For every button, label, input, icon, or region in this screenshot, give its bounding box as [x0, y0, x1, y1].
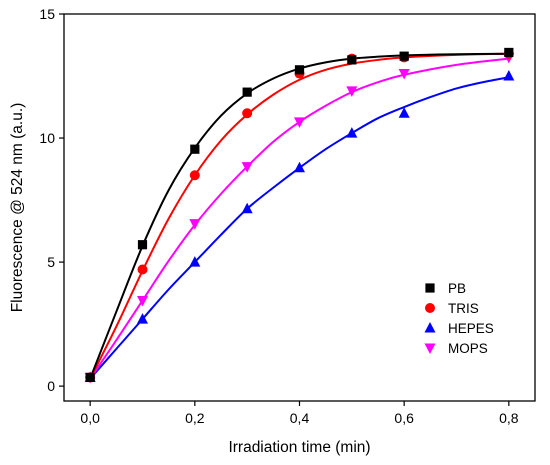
data-point-hepes — [137, 313, 148, 324]
data-point-pb — [399, 51, 409, 61]
legend-label-pb: PB — [448, 281, 466, 296]
legend-label-hepes: HEPES — [448, 321, 494, 336]
data-point-pb — [85, 372, 95, 383]
data-point-pb — [190, 144, 200, 154]
x-tick-label: 0,8 — [499, 410, 519, 426]
legend-marker-pb — [425, 283, 435, 293]
data-point-mops — [346, 86, 358, 97]
y-tick-label: 5 — [47, 254, 55, 270]
data-point-hepes — [398, 107, 410, 118]
data-point-hepes — [346, 127, 358, 138]
data-point-tris — [189, 170, 200, 181]
legend-label-tris: TRIS — [448, 301, 479, 316]
data-point-pb — [242, 87, 252, 97]
x-tick-label: 0,2 — [185, 410, 205, 426]
y-axis-title: Fluorescence @ 524 nm (a.u.) — [9, 103, 26, 313]
legend-label-mops: MOPS — [448, 341, 488, 356]
fit-line-tris — [89, 52, 509, 380]
data-point-pb — [137, 240, 148, 250]
data-point-mops — [189, 219, 201, 230]
legend-marker-mops — [424, 343, 436, 354]
legend-marker-tris — [425, 303, 435, 313]
data-point-hepes — [294, 161, 305, 173]
y-tick-label: 15 — [39, 6, 55, 22]
data-point-pb — [347, 55, 357, 65]
data-point-hepes — [241, 202, 253, 214]
fit-line-pb — [89, 52, 509, 380]
data-point-tris — [137, 264, 148, 275]
data-point-mops — [137, 296, 148, 307]
y-tick-label: 10 — [39, 130, 55, 146]
data-point-mops — [294, 117, 305, 128]
x-axis-title: Irradiation time (min) — [228, 439, 370, 456]
data-point-pb — [504, 47, 514, 58]
data-markers — [84, 47, 515, 384]
legend: PB TRIS HEPES MOPS — [424, 281, 494, 356]
y-tick-label: 0 — [47, 378, 55, 394]
data-point-tris — [242, 108, 253, 119]
data-point-pb — [294, 65, 305, 75]
axis-ticks: 0,0 0,2 0,4 0,6 0,8 0 5 10 15 — [39, 6, 518, 426]
x-tick-label: 0,0 — [80, 410, 100, 426]
fit-curves — [89, 52, 510, 380]
data-point-hepes — [503, 70, 515, 81]
data-point-mops — [398, 69, 410, 80]
data-point-hepes — [189, 256, 201, 267]
data-point-mops — [241, 162, 253, 173]
fit-line-mops — [89, 57, 509, 380]
x-tick-label: 0,6 — [394, 410, 414, 426]
x-tick-label: 0,4 — [290, 410, 310, 426]
legend-marker-hepes — [424, 322, 436, 333]
